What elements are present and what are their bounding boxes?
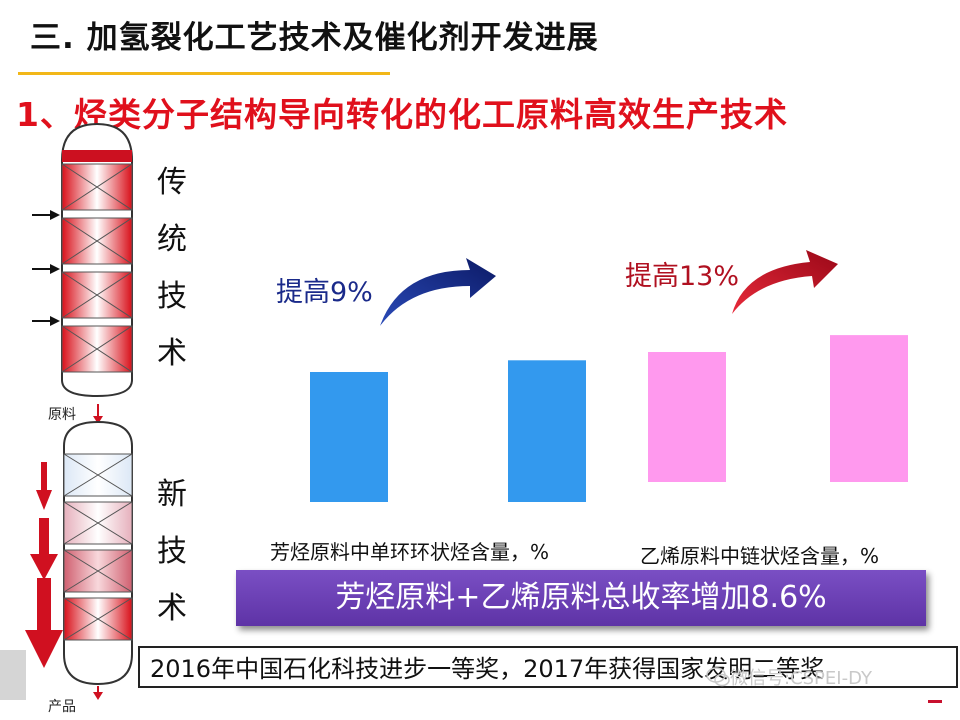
traditional-tech-label: 传 统 技 术 — [152, 154, 192, 382]
slide-accent — [928, 700, 942, 703]
traditional-char: 技 — [157, 279, 187, 314]
title-underline — [18, 72, 390, 75]
bar-chart — [310, 250, 908, 502]
feed-arrow — [93, 404, 103, 424]
new-reactor — [25, 420, 133, 686]
new-char: 技 — [157, 534, 187, 569]
caption-aromatics: 芳烃原料中单环环状烃含量，% — [270, 540, 550, 564]
traditional-char: 术 — [157, 336, 187, 371]
page-title: 三. 加氢裂化工艺技术及催化剂开发进展 — [30, 20, 599, 56]
new-tech-label: 新 技 术 — [152, 466, 192, 637]
quench-arrows — [32, 210, 60, 326]
feed-label: 原料 — [48, 407, 76, 423]
product-label: 产品 — [48, 699, 76, 715]
bar-0-1 — [508, 360, 586, 502]
increase-label-ethylene: 提高13% — [625, 261, 740, 292]
grey-decoration — [0, 650, 26, 700]
flow-arrows — [25, 462, 63, 668]
bar-1-0 — [648, 352, 726, 482]
bar-1-1 — [830, 335, 908, 482]
product-arrow — [93, 686, 103, 700]
watermark: 微信号:CSPEI-DY — [730, 668, 872, 689]
increase-arrow-red — [732, 250, 838, 314]
traditional-bed — [61, 163, 133, 373]
traditional-reactor — [32, 122, 133, 398]
wechat-icon — [706, 667, 730, 687]
traditional-char: 传 — [157, 165, 187, 200]
reactor-diagrams — [25, 122, 133, 700]
yield-banner: 芳烃原料+乙烯原料总收率增加8.6% — [236, 570, 926, 626]
caption-ethylene: 乙烯原料中链状烃含量，% — [640, 544, 880, 568]
bar-0-0 — [310, 372, 388, 502]
page-subtitle: 1、烃类分子结构导向转化的化工原料高效生产技术 — [16, 95, 788, 134]
new-char: 术 — [157, 591, 187, 626]
new-char: 新 — [157, 477, 187, 512]
increase-label-aromatics: 提高9% — [276, 277, 373, 308]
increase-arrow-blue — [380, 258, 496, 326]
traditional-char: 统 — [157, 222, 187, 257]
